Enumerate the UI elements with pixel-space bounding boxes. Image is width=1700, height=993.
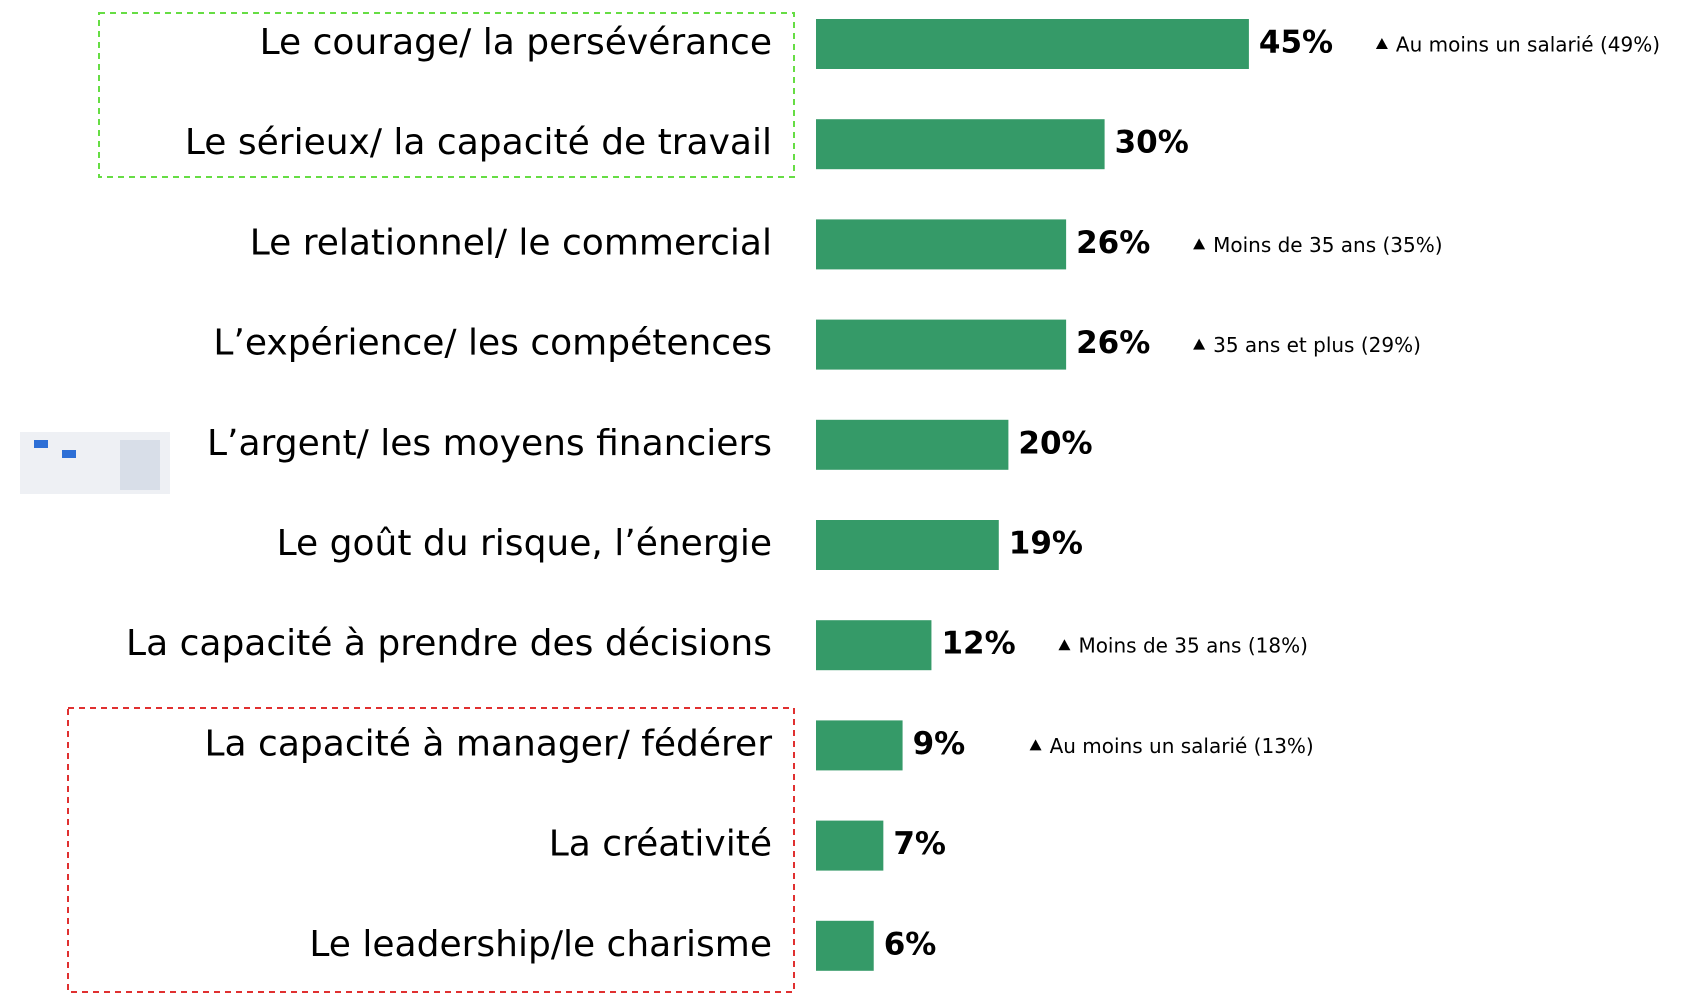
up-triangle [1193, 339, 1205, 350]
bar [816, 720, 903, 770]
category-label: Le leadership/le charisme [309, 924, 772, 965]
up-triangle [1030, 739, 1042, 750]
banknote [34, 440, 48, 448]
category-label: La créativité [549, 824, 772, 865]
category-label: Le relationnel/ le commercial [250, 222, 772, 263]
bar [816, 520, 999, 570]
annotation: Au moins un salarié (49%) [1396, 33, 1660, 57]
annotation: Moins de 35 ans (35%) [1213, 233, 1442, 257]
up-triangle [1376, 38, 1388, 49]
bar [816, 921, 874, 971]
value-label: 45% [1259, 25, 1333, 61]
category-label: Le courage/ la persévérance [260, 22, 772, 63]
banknote [120, 440, 160, 490]
category-label: L’expérience/ les compétences [213, 323, 772, 364]
value-label: 6% [884, 926, 937, 962]
money-icon [20, 432, 170, 494]
bar [816, 219, 1066, 269]
category-label: La capacité à prendre des décisions [126, 623, 772, 664]
value-label: 26% [1076, 325, 1150, 361]
up-triangle [1193, 238, 1205, 249]
category-label: Le goût du risque, l’énergie [277, 523, 772, 564]
annotation: 35 ans et plus (29%) [1213, 333, 1421, 357]
banknote [62, 450, 76, 458]
bar [816, 119, 1105, 169]
category-label: L’argent/ les moyens financiers [207, 423, 772, 464]
value-label: 9% [913, 726, 966, 762]
value-label: 19% [1009, 526, 1083, 562]
value-label: 20% [1018, 425, 1092, 461]
annotation: Au moins un salarié (13%) [1050, 734, 1314, 758]
up-triangle [1058, 639, 1070, 650]
bar [816, 19, 1249, 69]
chart: Le courage/ la persévérance 45% Au moins u… [0, 0, 1700, 993]
annotation: Moins de 35 ans (18%) [1078, 634, 1307, 658]
value-label: 7% [893, 826, 946, 862]
category-label: La capacité à manager/ fédérer [205, 723, 773, 764]
bar [816, 620, 931, 670]
bar [816, 420, 1008, 470]
value-label: 30% [1115, 125, 1189, 161]
bar [816, 320, 1066, 370]
value-label: 26% [1076, 225, 1150, 261]
bar [816, 821, 883, 871]
category-label: Le sérieux/ la capacité de travail [185, 122, 772, 163]
value-label: 12% [941, 626, 1015, 662]
